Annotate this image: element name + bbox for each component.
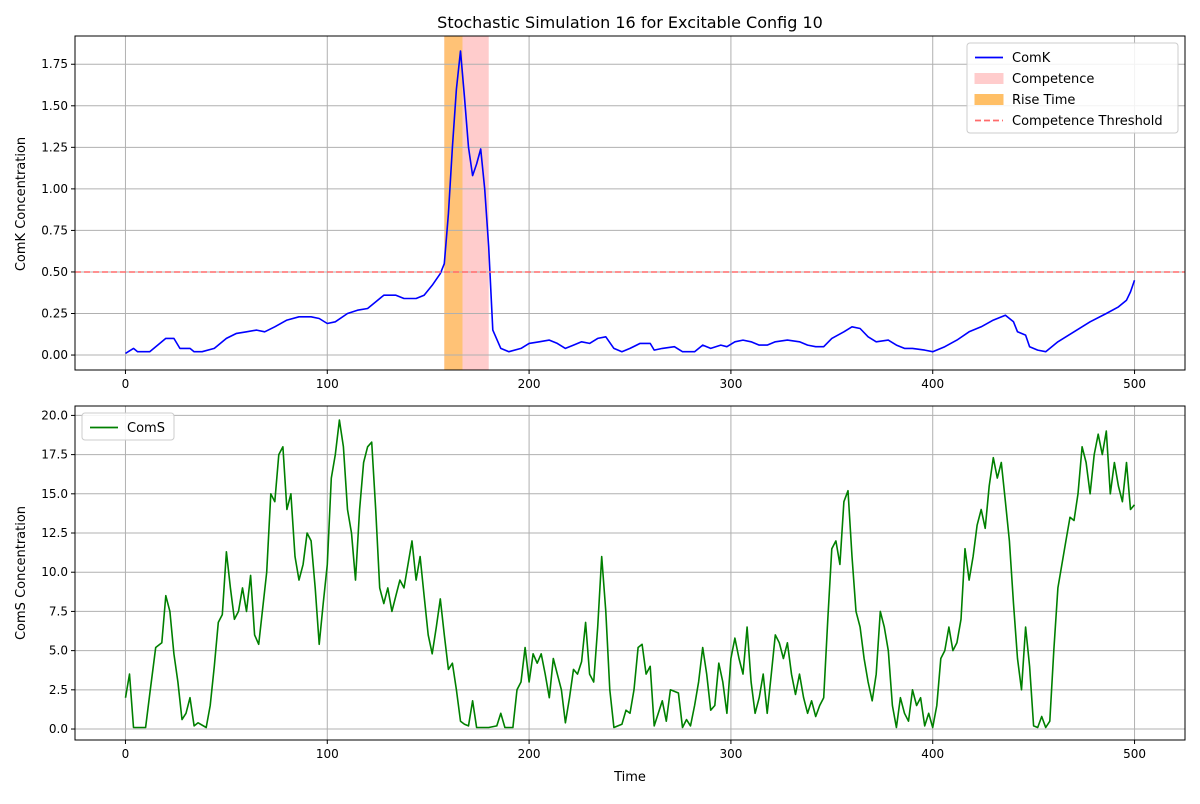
comk-y-tick-label: 0.25: [41, 307, 68, 321]
coms-axes-frame: [74, 405, 1186, 741]
coms-y-tick-label: 2.5: [49, 683, 68, 697]
coms-series-coms-line: [124, 419, 1136, 729]
coms-y-tick-label: 12.5: [41, 526, 68, 540]
coms-y-axis-label: ComS Concentration: [14, 506, 29, 640]
coms-x-tick-label: 300: [719, 747, 742, 761]
coms-legend-label-coms: ComS: [127, 421, 165, 436]
comk-x-tick-label: 300: [719, 377, 742, 391]
comk-y-tick-label: 1.50: [41, 99, 68, 113]
coms-panel: 0 100 200 300 400 500 0.0 2.5 5.0 7.5 10.0 12.5 15.0…: [41, 405, 1186, 761]
coms-legend: ComS: [81, 412, 175, 441]
comk-span-rise-time: [444, 36, 463, 370]
comk-series-comk-line: [125, 50, 1136, 355]
comk-legend-label-competence: Competence: [1012, 72, 1094, 87]
x-axis-label: Time: [613, 770, 646, 785]
comk-x-tick-label: 400: [921, 377, 944, 391]
coms-y-tick-label: 15.0: [41, 487, 68, 501]
comk-y-tick-label: 0.75: [41, 223, 68, 237]
comk-y-tick-label: 0.00: [41, 348, 68, 362]
coms-legend-box: [81, 412, 175, 441]
coms-y-tick-label: 7.5: [49, 604, 68, 618]
coms-x-tick-label: 200: [518, 747, 541, 761]
comk-legend-swatch-competence: [974, 73, 1004, 84]
chart-title: Stochastic Simulation 16 for Excitable C…: [437, 13, 823, 32]
coms-y-tick-label: 0.0: [49, 722, 68, 736]
comk-x-tick-label: 200: [518, 377, 541, 391]
comk-legend-label-rise-time: Rise Time: [1012, 93, 1075, 108]
coms-x-tick-label: 100: [316, 747, 339, 761]
comk-y-tick-label: 1.00: [41, 182, 68, 196]
comk-x-tick-label: 500: [1123, 377, 1146, 391]
comk-y-tick-label: 1.25: [41, 140, 68, 154]
comk-legend: ComK Competence Rise Time Competence Thresh…: [966, 42, 1179, 134]
comk-panel: 0 100 200 300 400 500 0.00 0.25 0.50 0.75 1.00 1.25…: [41, 35, 1186, 391]
comk-axes-frame: [74, 35, 1186, 371]
coms-x-tick-label: 500: [1123, 747, 1146, 761]
comk-legend-swatch-rise-time: [974, 94, 1004, 105]
comk-legend-box: [966, 42, 1179, 134]
comk-y-tick-label: 1.75: [41, 57, 68, 71]
comk-x-tick-label: 100: [316, 377, 339, 391]
coms-y-tick-label: 5.0: [49, 644, 68, 658]
coms-y-tick-label: 17.5: [41, 448, 68, 462]
coms-x-tick-label: 400: [921, 747, 944, 761]
coms-y-tick-label: 10.0: [41, 565, 68, 579]
coms-x-tick-label: 0: [122, 747, 130, 761]
comk-x-tick-label: 0: [122, 377, 130, 391]
comk-legend-label-competence-threshold: Competence Threshold: [1012, 114, 1163, 129]
coms-y-tick-label: 20.0: [41, 408, 68, 422]
comk-legend-label-comk: ComK: [1012, 51, 1051, 66]
comk-y-axis-label: ComK Concentration: [14, 137, 29, 271]
comk-y-tick-label: 0.50: [41, 265, 68, 279]
